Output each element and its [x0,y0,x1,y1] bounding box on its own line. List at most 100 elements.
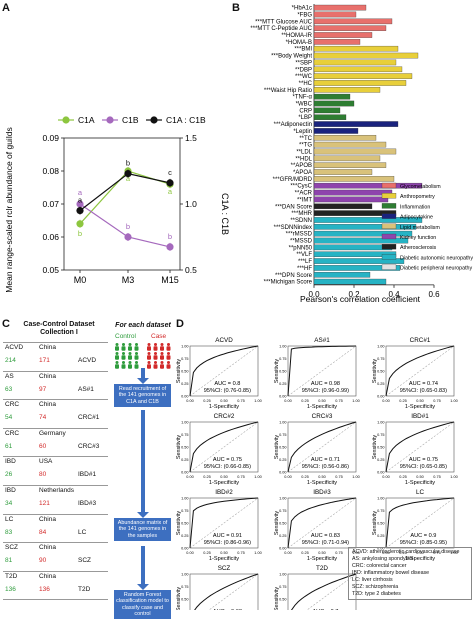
roc-ylabel-acvd: Sensitivity [176,359,182,384]
case-person-head [161,361,164,364]
roc-title-scz: SCZ [218,565,231,572]
roc-xtick-crc-1-4: 1.00 [450,399,457,403]
legend-swatch-kidney-function [382,234,396,239]
roc-xtick-crc-1-2: 0.50 [416,399,423,403]
dataset-case-lc: 84 [39,529,46,536]
roc-ytick-ibd-3-2: 0.50 [279,521,286,525]
bar-label-fbg: *FBG [297,12,312,18]
roc-xlabel-ibd-3: 1-Specificity [307,556,337,562]
control-person-body [122,355,126,360]
roc-ytick-acvd-3: 0.75 [181,357,188,361]
roc-ytick-as-1-3: 0.75 [279,357,286,361]
bar-label-acr: **ACR [295,191,313,197]
roc-ytick-ibd-2-0: 0.00 [181,546,188,550]
abbrev-acvd: ACVD: atherosclerotic cardiovascular dis… [352,549,468,556]
control-person-body [122,346,126,351]
sig-letter-c1a-m0: b [78,229,82,238]
bar-label-apoa: *APOA [293,170,312,176]
control-person-head [116,352,119,355]
case-person-head [167,361,170,364]
roc-ytick-acvd-2: 0.50 [181,369,188,373]
bar-body-weight [314,53,418,58]
control-person-body [115,346,119,351]
dataset-name-crc-3: CRC#3 [78,443,99,450]
y-left-tick-label-0-07: 0.07 [42,199,59,209]
flow-box-random-forest: Random Forest classification model to cl… [114,590,171,619]
roc-ylabel-ibd-3: Sensitivity [274,511,280,536]
roc-ytick-ibd-1-3: 0.75 [377,433,384,437]
roc-xtick-acvd-1: 0.25 [203,399,210,403]
roc-ci-ibd-2: 95%CI: (0.86-0.96) [204,540,251,546]
roc-ytick-lc-4: 1.00 [377,496,384,500]
dataset-country-crc-1: China [39,401,56,408]
abbrev-ibd: IBD: inflammatory bowel disease [352,570,468,577]
bar-label-hf: ***HF [297,266,312,272]
bar-label-cysc: ***CysC [290,184,312,190]
roc-frame-t2d [288,574,356,610]
bar-dpn-score [314,272,370,277]
roc-ylabel-ibd-2: Sensitivity [176,511,182,536]
roc-ytick-ibd-2-1: 0.25 [181,534,188,538]
roc-xtick-ibd-1-0: 0.00 [382,475,389,479]
bar-label-vlf: **VLF [296,252,312,258]
bar-tg [314,142,386,147]
roc-ylabel-crc-1: Sensitivity [372,359,378,384]
point-c1a-c1b-m0 [76,207,83,214]
roc-ci-lc: 95%CI: (0.85-0.95) [400,540,447,546]
roc-title-crc-3: CRC#3 [312,413,333,420]
roc-xtick-ibd-3-3: 0.75 [335,551,342,555]
x-tick-label-m15: M15 [161,275,179,285]
case-person-body [160,364,164,369]
roc-ytick-acvd-0: 0.00 [181,394,188,398]
roc-ytick-ibd-2-4: 1.00 [181,496,188,500]
legend-ratio-marker [150,116,157,123]
bar-hc [314,80,406,85]
bar-tc [314,135,376,140]
roc-auc-ibd-2: AUC = 0.91 [213,533,242,539]
roc-ci-crc-1: 95%CI: (0.65-0.83) [400,388,447,394]
dataset-country-ibd-1: USA [39,458,52,465]
roc-ytick-scz-4: 1.00 [181,572,188,576]
bar-label-tg: **TG [299,143,312,149]
bar-label-mhr: ***MHR [291,211,312,217]
roc-auc-crc-2: AUC = 0.75 [213,457,242,463]
bar-dan-score [314,204,372,209]
dataset-case-scz: 90 [39,557,46,564]
dataset-group-ibd-3: IBD [5,487,16,494]
dataset-group-crc-3: CRC [5,430,19,437]
dataset-name-as-1: AS#1 [78,386,94,393]
bar-label-lbp: *LBP [298,115,312,121]
legend-swatch-adipocytokine [382,214,396,219]
legend-swatch-atherosclerosis [382,244,396,249]
roc-ci-as-1: 95%CI: (0.96-0.99) [302,388,349,394]
bar-adiponectin [314,121,398,126]
roc-ytick-crc-1-4: 1.00 [377,344,384,348]
dataset-group-acvd: ACVD [5,344,23,351]
control-person-head [122,361,125,364]
flow-arrow-3-shaft [141,546,145,586]
roc-ylabel-as-1: Sensitivity [274,359,280,384]
control-person-body [128,355,132,360]
bar-dbp [314,67,402,72]
dataset-group-lc: LC [5,516,13,523]
bar-ldl [314,149,396,154]
panel-b-plot-area: *HbA1c*FBG***MTT Glucose AUC***MTT C-Pep… [250,4,473,299]
roc-xtick-crc-3-3: 0.75 [335,475,342,479]
roc-xlabel-crc-3: 1-Specificity [307,480,337,486]
dataset-control-crc-3: 61 [5,443,12,450]
roc-title-ibd-2: IBD#2 [215,489,233,496]
roc-auc-crc-3: AUC = 0.71 [311,457,340,463]
bar-crp [314,108,340,113]
legend-c1b-label: C1B [122,115,139,125]
dataset-case-acvd: 171 [39,357,50,364]
roc-ytick-acvd-1: 0.25 [181,382,188,386]
control-person-head [122,352,125,355]
sig-letter-c1a-c1b-m15: c [168,168,172,177]
control-person-head [122,343,125,346]
roc-xtick-as-1-3: 0.75 [335,399,342,403]
bar-label-tnf: *TNF-α [293,95,313,101]
